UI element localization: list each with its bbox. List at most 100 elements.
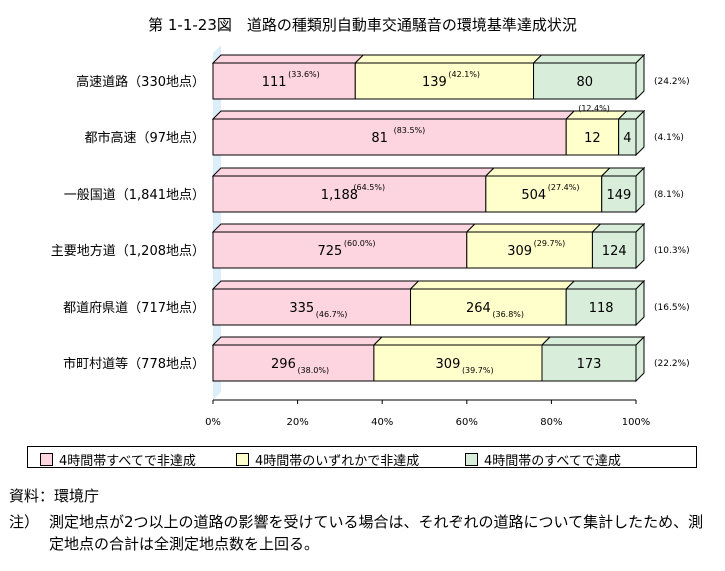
category-label: 一般国道（1,841地点） [64, 187, 205, 203]
bar-segment [485, 175, 603, 213]
x-tick-label: 0% [205, 417, 221, 428]
percent-label: (83.5%) [394, 126, 426, 135]
data-label: 1,188 [321, 188, 358, 203]
bar-top-face [465, 223, 602, 233]
data-label: 124 [602, 244, 627, 259]
bar-top-face [211, 110, 576, 120]
x-tick-label: 20% [286, 417, 308, 428]
percent-label: (4.1%) [654, 133, 684, 143]
percent-label: (29.7%) [534, 239, 566, 248]
data-label: 139 [422, 75, 447, 90]
category-label: 都道府県道（717地点） [63, 301, 205, 316]
bar-side-face [635, 335, 645, 383]
bar-segment [541, 344, 637, 382]
percent-label: (27.4%) [548, 183, 580, 192]
source-text: 資料：環境庁 [9, 487, 100, 505]
percent-label: (22.2%) [654, 359, 690, 369]
data-label: 12 [584, 131, 601, 146]
bar-segment [212, 118, 567, 156]
data-label: 309 [436, 357, 461, 372]
chart-title: 第 1-1-23図 道路の種類別自動車交通騒音の環境基準達成状況 [148, 16, 577, 34]
percent-label: (8.1%) [654, 190, 684, 200]
data-label: 118 [589, 301, 614, 316]
bar-side-face [635, 166, 645, 214]
data-label: 264 [466, 301, 491, 316]
bar-segment [591, 231, 637, 269]
footnote-prefix: 注） [9, 513, 40, 531]
data-label: 80 [576, 75, 593, 90]
bar-side-face [635, 53, 645, 101]
category-label: 都市高速（97地点） [84, 130, 205, 146]
bar-top-face [354, 54, 543, 64]
bar-top-face [532, 54, 646, 64]
percent-label: (24.2%) [654, 77, 690, 87]
data-label: 111 [262, 75, 287, 90]
x-tick-label: 60% [456, 417, 478, 428]
percent-label: (33.6%) [288, 70, 320, 79]
percent-label: (16.5%) [654, 303, 690, 313]
bar-top-face [484, 167, 611, 177]
percent-label: (46.7%) [316, 310, 348, 319]
legend-item-1: 4時間帯のいずれかで非達成 [236, 450, 419, 469]
bar-segment [212, 344, 375, 382]
legend-item-0: 4時間帯すべてで非達成 [40, 450, 196, 469]
percent-label: (42.1%) [448, 70, 480, 79]
footnote-text: 測定地点が2つ以上の道路の影響を受けている場合は、それぞれの道路について集計した… [49, 513, 704, 553]
bar-top-face [211, 280, 420, 290]
percent-label: (12.4%) [578, 104, 610, 113]
data-label: 4 [623, 131, 631, 146]
bar-segment [373, 344, 543, 382]
bar-segment [601, 175, 637, 213]
x-tick-label: 100% [622, 417, 651, 428]
legend-item-2: 4時間帯のすべてで達成 [465, 450, 621, 469]
bar-top-face [211, 223, 477, 233]
data-label: 725 [317, 244, 342, 259]
data-label: 81 [371, 131, 388, 146]
footnote: 注） 測定地点が2つ以上の道路の影響を受けている場合は、それぞれの道路について集… [9, 511, 709, 555]
bar-side-face [635, 109, 645, 157]
bar-top-face [211, 54, 365, 64]
bar-segment [410, 288, 567, 326]
bar-segment [533, 62, 637, 100]
data-label: 335 [289, 301, 314, 316]
data-label: 173 [577, 357, 602, 372]
bar-top-face [591, 223, 646, 233]
legend-label-1: 4時間帯のいずれかで非達成 [255, 454, 420, 469]
category-label: 主要地方道（1,208地点） [51, 243, 205, 259]
percent-label: (60.0%) [344, 239, 376, 248]
percent-label: (64.5%) [353, 183, 385, 192]
legend-swatch-2 [465, 453, 478, 466]
legend-label-2: 4時間帯のすべてで達成 [484, 454, 621, 469]
bar-segment [212, 231, 468, 269]
percent-label: (36.8%) [492, 310, 524, 319]
legend-swatch-0 [40, 453, 53, 466]
data-label: 296 [271, 357, 296, 372]
bar-top-face [372, 336, 552, 346]
bar-top-face [211, 167, 496, 177]
data-label: 504 [521, 188, 546, 203]
bar-segment [212, 288, 412, 326]
bar-segment [565, 118, 620, 156]
bar-top-face [211, 336, 384, 346]
bar-top-face [409, 280, 576, 290]
bar-top-face [564, 280, 646, 290]
bar-segment [466, 231, 593, 269]
bar-top-face [540, 336, 646, 346]
x-tick-label: 80% [540, 417, 562, 428]
percent-label: (39.7%) [462, 366, 494, 375]
bar-segment [212, 62, 356, 100]
data-label: 309 [507, 244, 532, 259]
bar-side-face [635, 279, 645, 327]
legend-label-0: 4時間帯すべてで非達成 [59, 454, 196, 469]
category-label: 市町村道等（778地点） [63, 356, 205, 372]
percent-label: (10.3%) [654, 246, 690, 256]
chart-legend: 4時間帯すべてで非達成 4時間帯のいずれかで非達成 4時間帯のすべてで達成 [27, 446, 697, 469]
x-tick-label: 40% [371, 417, 393, 428]
bar-segment [212, 175, 487, 213]
data-label: 149 [606, 188, 631, 203]
legend-swatch-1 [236, 453, 249, 466]
category-label: 高速道路（330地点） [76, 74, 205, 90]
bar-segment [565, 288, 637, 326]
percent-label: (38.0%) [297, 366, 329, 375]
